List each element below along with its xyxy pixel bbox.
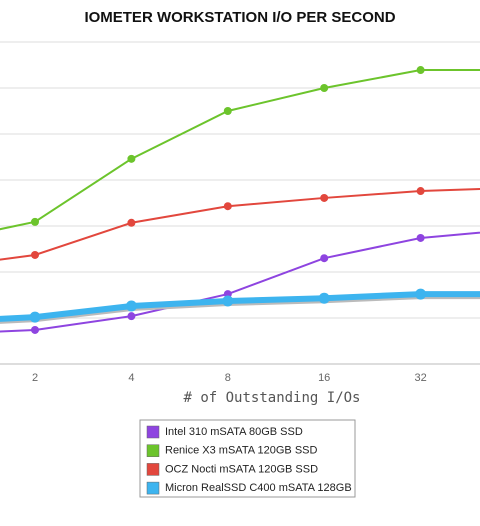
- point: [320, 193, 329, 202]
- x-tick-label: 16: [318, 372, 330, 384]
- point: [416, 66, 425, 75]
- point: [127, 218, 136, 227]
- point: [125, 300, 137, 312]
- point: [320, 254, 329, 263]
- point: [320, 84, 329, 92]
- series-line: [0, 69, 480, 231]
- legend-label: OCZ Nocti mSATA 120GB SSD: [165, 463, 318, 475]
- legend-label: Renice X3 mSATA 120GB SSD: [165, 445, 317, 457]
- point: [223, 107, 232, 115]
- point: [127, 312, 136, 321]
- legend-box: [139, 419, 356, 498]
- x-tick-label: 8: [225, 372, 231, 384]
- legend-swatch: [146, 425, 160, 439]
- point: [318, 292, 330, 304]
- point: [416, 233, 425, 242]
- point: [31, 217, 39, 226]
- point: [415, 288, 427, 300]
- point: [127, 154, 136, 163]
- legend-label: Intel 310 mSATA 80GB SSD: [165, 426, 303, 438]
- point: [31, 325, 39, 334]
- legend-label: Micron RealSSD C400 mSATA 128GB: [165, 482, 352, 494]
- x-tick-label: 2: [32, 372, 38, 384]
- point: [223, 202, 232, 211]
- legend-swatch: [146, 481, 160, 495]
- point: [29, 311, 41, 323]
- x-axis-title: # of Outstanding I/Os: [183, 390, 360, 406]
- x-tick-label: 4: [128, 372, 134, 384]
- point: [416, 187, 425, 196]
- legend-swatch: [146, 444, 160, 457]
- x-tick-label: 32: [414, 372, 426, 384]
- series-line: [0, 188, 480, 261]
- point: [222, 295, 234, 307]
- chart-title: IOMETER WORKSTATION I/O PER SECOND: [84, 9, 395, 26]
- legend-swatch: [146, 463, 160, 476]
- point: [31, 250, 39, 259]
